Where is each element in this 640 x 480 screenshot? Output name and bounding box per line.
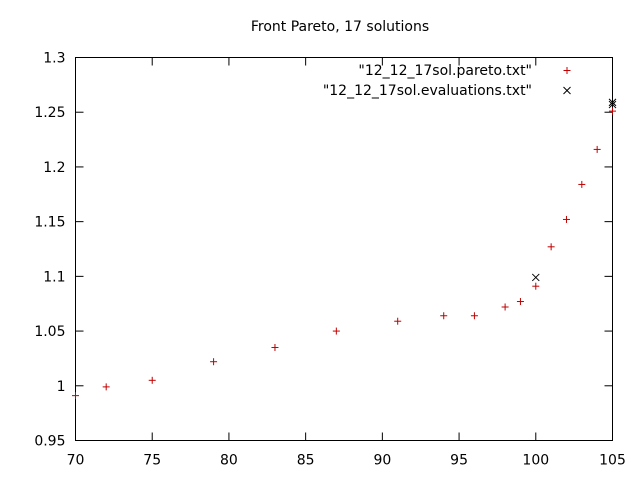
x-tick-label: 105 (599, 453, 626, 469)
data-point-series-1 (531, 273, 540, 282)
y-tick-label: 1.15 (34, 215, 65, 231)
data-points (72, 98, 617, 400)
data-point-series-0 (516, 298, 524, 306)
data-point-series-0 (148, 376, 156, 384)
data-point-series-1 (608, 100, 617, 109)
x-axis: 70 75 80 85 90 95 100 105 (67, 57, 626, 469)
y-axis: 0.95 1 1.05 1.1 1.15 1.2 1.25 1.3 (34, 51, 613, 450)
plot-frame (75, 57, 613, 441)
data-point-series-1 (608, 98, 617, 107)
y-tick-label: 1.25 (34, 105, 65, 121)
data-point-series-0 (547, 243, 555, 251)
data-point-series-0 (102, 383, 110, 391)
x-tick-label: 95 (450, 453, 468, 469)
x-tick-label: 90 (373, 453, 391, 469)
x-tick-label: 75 (143, 453, 161, 469)
x-tick-label: 85 (297, 453, 315, 469)
legend-marker (563, 86, 571, 95)
data-point-series-0 (332, 327, 340, 335)
data-point-series-0 (562, 215, 570, 223)
legend-label: "12_12_17sol.pareto.txt" (358, 63, 532, 79)
legend-label: "12_12_17sol.evaluations.txt" (323, 83, 532, 99)
x-tick-label: 100 (522, 453, 549, 469)
data-point-series-0 (532, 282, 540, 290)
chart-title: Front Pareto, 17 solutions (251, 19, 429, 35)
data-point-series-0 (72, 392, 79, 400)
legend: "12_12_17sol.pareto.txt" "12_12_17sol.eva… (323, 63, 571, 99)
data-point-series-0 (609, 107, 616, 115)
data-point-series-0 (440, 312, 448, 320)
data-point-series-0 (210, 358, 218, 366)
data-point-series-0 (578, 180, 586, 188)
y-tick-label: 0.95 (34, 434, 65, 450)
x-tick-label: 70 (67, 453, 85, 469)
data-point-series-0 (501, 303, 509, 311)
data-point-series-0 (271, 343, 279, 351)
y-tick-label: 1.3 (43, 51, 65, 67)
y-tick-label: 1 (57, 379, 66, 395)
y-tick-label: 1.2 (43, 160, 65, 176)
data-point-series-0 (394, 317, 402, 325)
legend-marker (563, 67, 571, 74)
x-tick-label: 80 (220, 453, 238, 469)
y-tick-label: 1.1 (43, 269, 65, 285)
data-point-series-0 (593, 145, 601, 153)
data-point-series-0 (470, 312, 478, 320)
y-tick-label: 1.05 (34, 324, 65, 340)
